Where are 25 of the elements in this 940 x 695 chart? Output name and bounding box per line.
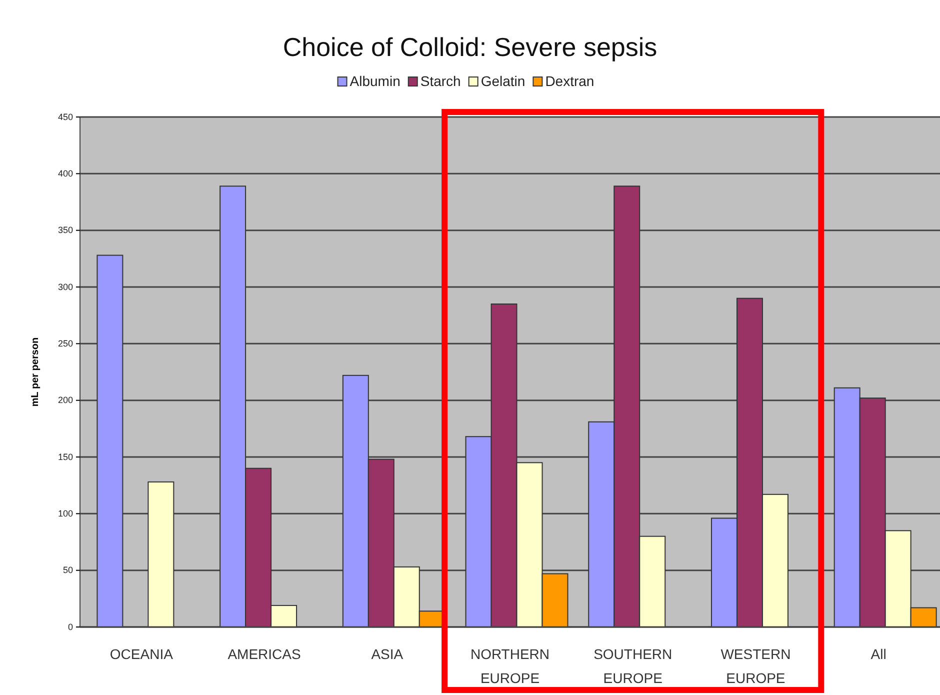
chart-title: Choice of Colloid: Severe sepsis [282, 32, 658, 62]
x-tick-label: NORTHERN EUROPE [470, 646, 550, 686]
y-tick-label: 150 [58, 452, 73, 462]
y-tick-label: 250 [58, 338, 73, 349]
y-tick-label: 300 [58, 282, 73, 292]
y-tick-label: 350 [58, 225, 73, 236]
y-tick-label: 50 [62, 565, 73, 576]
y-tick-label: 100 [58, 508, 73, 519]
y-tick-label: 200 [58, 395, 73, 406]
bar [148, 481, 174, 628]
y-tick-label: 0 [68, 622, 73, 632]
x-tick-label: WESTERN EUROPE [720, 646, 791, 686]
x-tick-label: ASIA [371, 646, 404, 662]
legend-label: Gelatin [480, 73, 526, 89]
legend-label: Starch [420, 73, 461, 89]
x-tick-label: OCEANIA [110, 646, 174, 662]
legend-label: Dextran [545, 73, 594, 89]
x-tick-label: All [870, 646, 886, 662]
x-tick-label: AMERICAS [228, 646, 301, 662]
y-tick-label: 450 [58, 112, 73, 122]
bar [96, 254, 124, 628]
y-tick-label: 400 [58, 168, 73, 179]
y-axis-title: mL per person [30, 337, 41, 407]
x-tick-label: SOUTHERN EUROPE [594, 646, 672, 686]
legend-label: Albumin [350, 73, 400, 89]
